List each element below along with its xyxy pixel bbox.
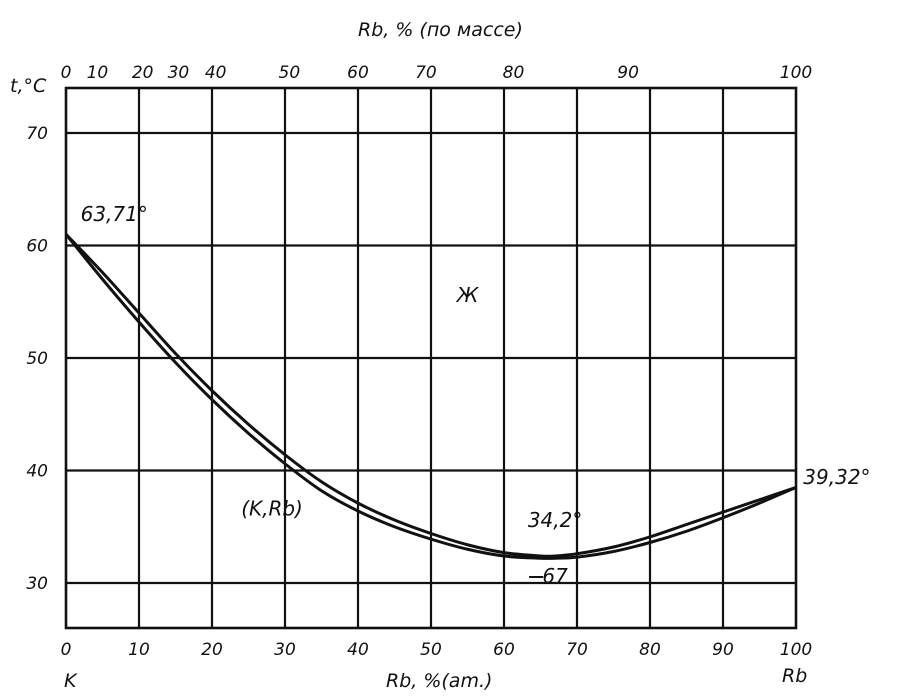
series-2-line <box>64 233 797 558</box>
annotation-label: (K,Rb) <box>241 497 303 521</box>
x-bottom-tick-label: 10 <box>128 640 150 660</box>
x-top-tick-label: 90 <box>617 63 639 83</box>
x-bottom-tick-label: 80 <box>639 640 661 660</box>
x-bottom-tick-label: 40 <box>347 640 369 660</box>
x-bottom-tick-label: 60 <box>493 640 515 660</box>
y-tick-label: 40 <box>26 462 48 482</box>
curves <box>64 233 797 560</box>
annotation-label: 34,2° <box>528 508 583 532</box>
corner-label-left: K <box>64 670 78 692</box>
x-top-tick-label: 20 <box>132 63 154 83</box>
x-bottom-tick-label: 30 <box>274 640 296 660</box>
annotation-label: 67 <box>542 564 568 588</box>
y-tick-label: 70 <box>26 124 48 144</box>
plot-frame <box>64 86 798 630</box>
x-bottom-tick-label: 0 <box>61 640 72 660</box>
y-axis-ticks: 30 40 50 60 70 <box>26 124 48 594</box>
top-axis-ticks: 0 10 20 30 40 50 60 70 80 90 100 <box>61 63 813 83</box>
x-bottom-tick-label: 70 <box>566 640 588 660</box>
x-axis-label-bottom: Rb, %(am.) <box>386 670 492 692</box>
corner-label-right: Rb <box>782 665 807 687</box>
series-1-line <box>64 233 797 560</box>
x-top-tick-label: 30 <box>168 63 190 83</box>
x-bottom-tick-label: 20 <box>201 640 223 660</box>
x-top-tick-label: 70 <box>415 63 437 83</box>
x-top-tick-label: 50 <box>279 63 301 83</box>
x-bottom-tick-label: 100 <box>780 640 812 660</box>
annotation-label: 63,71° <box>81 202 148 226</box>
grid-lines <box>66 88 796 628</box>
annotation-label: 39,32° <box>803 465 870 489</box>
x-top-tick-label: 0 <box>61 63 72 83</box>
x-top-tick-label: 10 <box>87 63 109 83</box>
x-top-tick-label: 100 <box>780 63 812 83</box>
x-axis-label-top: Rb, % (по массе) <box>358 19 523 41</box>
annotations: 63,71° Ж (K,Rb) 34,2° 67 39,32° <box>81 202 871 588</box>
y-tick-label: 60 <box>26 237 48 257</box>
annotation-label: Ж <box>455 283 480 307</box>
x-top-tick-label: 40 <box>205 63 227 83</box>
x-bottom-tick-label: 50 <box>420 640 442 660</box>
y-axis-label: t,°C <box>10 75 47 97</box>
y-tick-label: 50 <box>26 349 48 369</box>
x-top-tick-label: 60 <box>347 63 369 83</box>
bottom-axis-ticks: 0 10 20 30 40 50 60 70 80 90 100 <box>61 640 813 660</box>
x-top-tick-label: 80 <box>503 63 525 83</box>
y-tick-label: 30 <box>26 574 48 594</box>
x-bottom-tick-label: 90 <box>712 640 734 660</box>
